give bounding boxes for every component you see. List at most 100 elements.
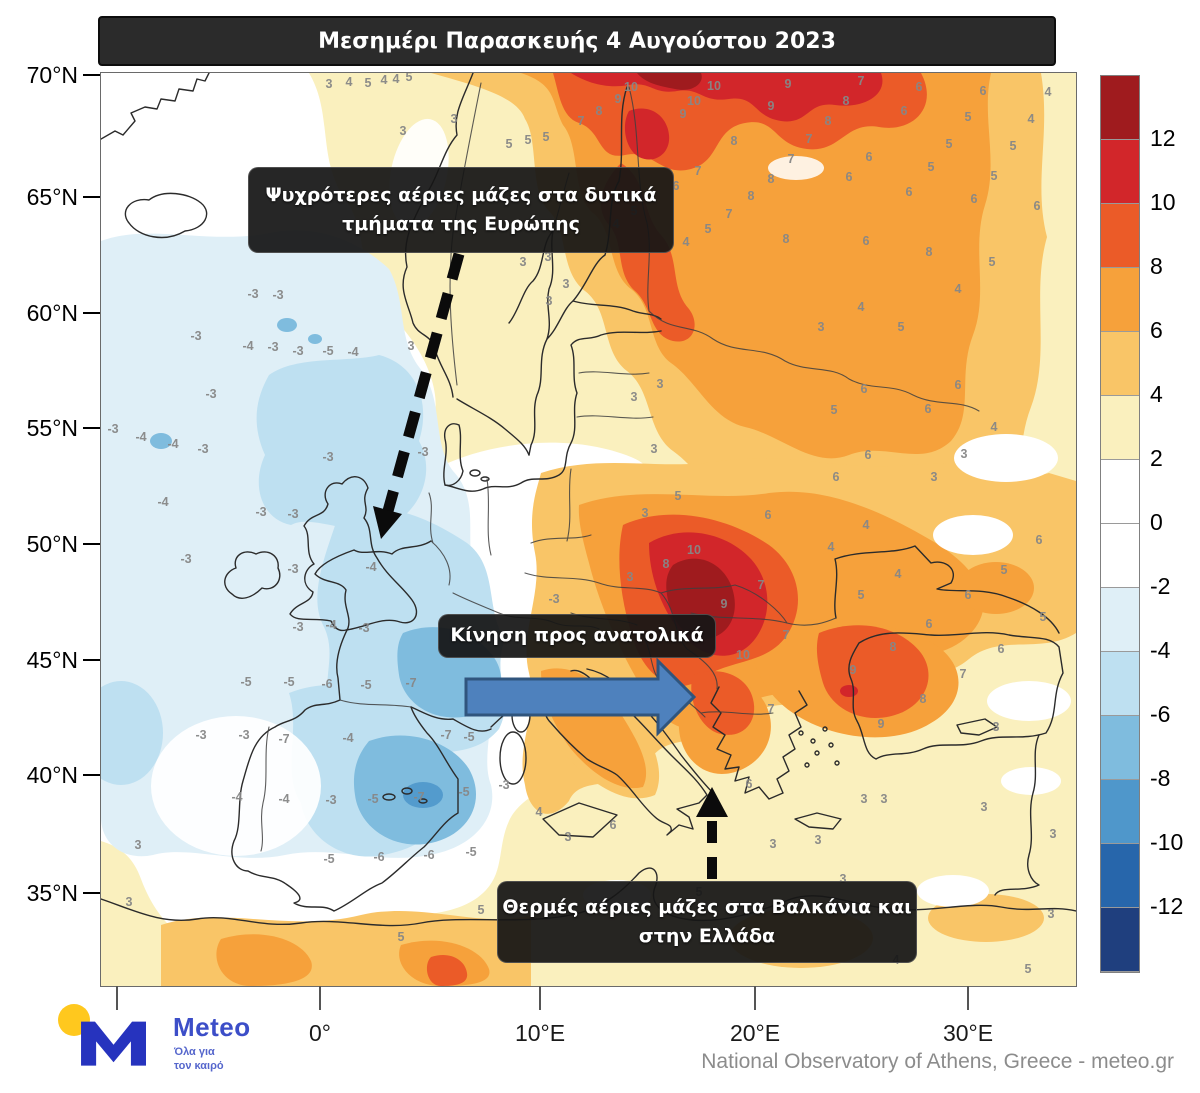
anomaly-value: 4 xyxy=(828,540,835,554)
anomaly-value: 3 xyxy=(815,833,822,847)
anomaly-value: -4 xyxy=(157,495,168,509)
anomaly-value: 6 xyxy=(746,777,753,791)
anomaly-value: 3 xyxy=(961,447,968,461)
anomaly-value: 3 xyxy=(931,470,938,484)
anomaly-value: 5 xyxy=(989,255,996,269)
anomaly-value: 7 xyxy=(726,207,733,221)
anomaly-value: 3 xyxy=(400,124,407,138)
anomaly-value: 4 xyxy=(393,73,400,86)
anomaly-value: -4 xyxy=(325,618,336,632)
anomaly-value: 5 xyxy=(1025,962,1032,976)
anomaly-value: 6 xyxy=(926,617,933,631)
anomaly-value: -6 xyxy=(423,848,434,862)
lat-tick-label: 55°N xyxy=(26,415,78,441)
anomaly-value: 5 xyxy=(965,110,972,124)
anomaly-value: -5 xyxy=(360,678,371,692)
anomaly-value: -7 xyxy=(405,676,416,690)
anomaly-value: 3 xyxy=(770,837,777,851)
anomaly-value: 5 xyxy=(1040,610,1047,624)
anomaly-value: 6 xyxy=(673,179,680,193)
anomaly-value: 7 xyxy=(578,114,585,128)
anomaly-value: -6 xyxy=(373,850,384,864)
anomaly-value: 6 xyxy=(998,642,1005,656)
anomaly-value: 7 xyxy=(758,578,765,592)
anomaly-value: 3 xyxy=(818,320,825,334)
warm-advection-arrow xyxy=(696,787,728,879)
anomaly-value: 4 xyxy=(1045,85,1052,99)
anomaly-value: 3 xyxy=(546,294,553,308)
cold-air-annotation-line1: Ψυχρότερες αέριες μάζες στα δυτικά xyxy=(265,183,657,206)
warm-air-annotation-line1: Θερμές αέριες μάζες στα Βαλκάνια και xyxy=(502,895,912,918)
lat-tick-label: 50°N xyxy=(26,531,78,557)
colorbar-tick-label: 2 xyxy=(1150,445,1163,471)
anomaly-value: 4 xyxy=(895,567,902,581)
anomaly-value: 5 xyxy=(365,76,372,90)
anomaly-value: -3 xyxy=(548,592,559,606)
lon-tick-label: 0° xyxy=(309,1020,331,1046)
anomaly-value: -3 xyxy=(267,340,278,354)
anomaly-value: 9 xyxy=(878,717,885,731)
anomaly-value: 8 xyxy=(596,104,603,118)
colorbar-segment xyxy=(1101,332,1139,396)
anomaly-value: 5 xyxy=(506,137,513,151)
anomaly-value: 4 xyxy=(346,75,353,89)
anomaly-value: 5 xyxy=(991,169,998,183)
anomaly-value: 5 xyxy=(478,903,485,917)
anomaly-value: -3 xyxy=(255,505,266,519)
anomaly-value: 3 xyxy=(563,277,570,291)
anomaly-value: 8 xyxy=(825,114,832,128)
colorbar-tick-label: 0 xyxy=(1150,509,1163,535)
colorbar-tick-label: -8 xyxy=(1150,765,1171,791)
anomaly-value: 6 xyxy=(901,104,908,118)
warm-air-annotation-line2: στην Ελλάδα xyxy=(638,925,776,947)
anomaly-value: 10 xyxy=(736,648,750,662)
lat-tick xyxy=(83,543,100,545)
anomaly-value: -3 xyxy=(292,344,303,358)
anomaly-value: 5 xyxy=(928,160,935,174)
anomaly-value: -3 xyxy=(417,445,428,459)
anomaly-value: 7 xyxy=(695,164,702,178)
anomaly-value: 9 xyxy=(680,107,687,121)
cold-air-annotation: Ψυχρότερες αέριες μάζες στα δυτικά τμήμα… xyxy=(248,167,674,253)
anomaly-value: 5 xyxy=(898,320,905,334)
anomaly-value: 5 xyxy=(398,930,405,944)
anomaly-value: -3 xyxy=(287,562,298,576)
movement-annotation: Κίνηση προς ανατολικά xyxy=(438,614,716,658)
anomaly-value: 6 xyxy=(980,84,987,98)
anomaly-value: 7 xyxy=(783,628,790,642)
anomaly-value: -3 xyxy=(180,552,191,566)
anomaly-value: -3 xyxy=(325,793,336,807)
anomaly-value: 4 xyxy=(863,518,870,532)
anomaly-value: 7 xyxy=(806,132,813,146)
anomaly-value: 8 xyxy=(731,134,738,148)
anomaly-value: 9 xyxy=(850,663,857,677)
lat-tick-label: 65°N xyxy=(26,184,78,210)
anomaly-value: -4 xyxy=(365,560,376,574)
anomaly-value: -3 xyxy=(107,422,118,436)
anomaly-value: -3 xyxy=(272,288,283,302)
anomaly-value: -4 xyxy=(167,437,178,451)
anomaly-value: 3 xyxy=(126,895,133,909)
lat-tick xyxy=(83,427,100,429)
anomaly-value: -4 xyxy=(347,345,358,359)
anomaly-value: -5 xyxy=(458,785,469,799)
anomaly-value: 5 xyxy=(543,130,550,144)
cold-advection-arrow xyxy=(373,252,465,539)
lon-tick xyxy=(319,986,321,1010)
colorbar-segment xyxy=(1101,268,1139,332)
anomaly-value: 3 xyxy=(981,800,988,814)
anomaly-value: 4 xyxy=(955,282,962,296)
anomaly-value: 6 xyxy=(765,508,772,522)
anomaly-value: 3 xyxy=(545,250,552,264)
colorbar-segment xyxy=(1101,908,1139,972)
anomaly-value: 9 xyxy=(721,597,728,611)
logo-tagline-line1: Όλα για xyxy=(174,1046,215,1058)
anomaly-value: 10 xyxy=(707,79,721,93)
attribution-text: National Observatory of Athens, Greece -… xyxy=(701,1050,1174,1073)
movement-annotation-text: Κίνηση προς ανατολικά xyxy=(450,624,704,647)
colorbar-tick-label: 8 xyxy=(1150,253,1163,279)
lat-tick xyxy=(83,74,100,76)
lon-tick xyxy=(539,986,541,1010)
map-title-bar: Μεσημέρι Παρασκευής 4 Αυγούστου 2023 xyxy=(98,16,1056,66)
